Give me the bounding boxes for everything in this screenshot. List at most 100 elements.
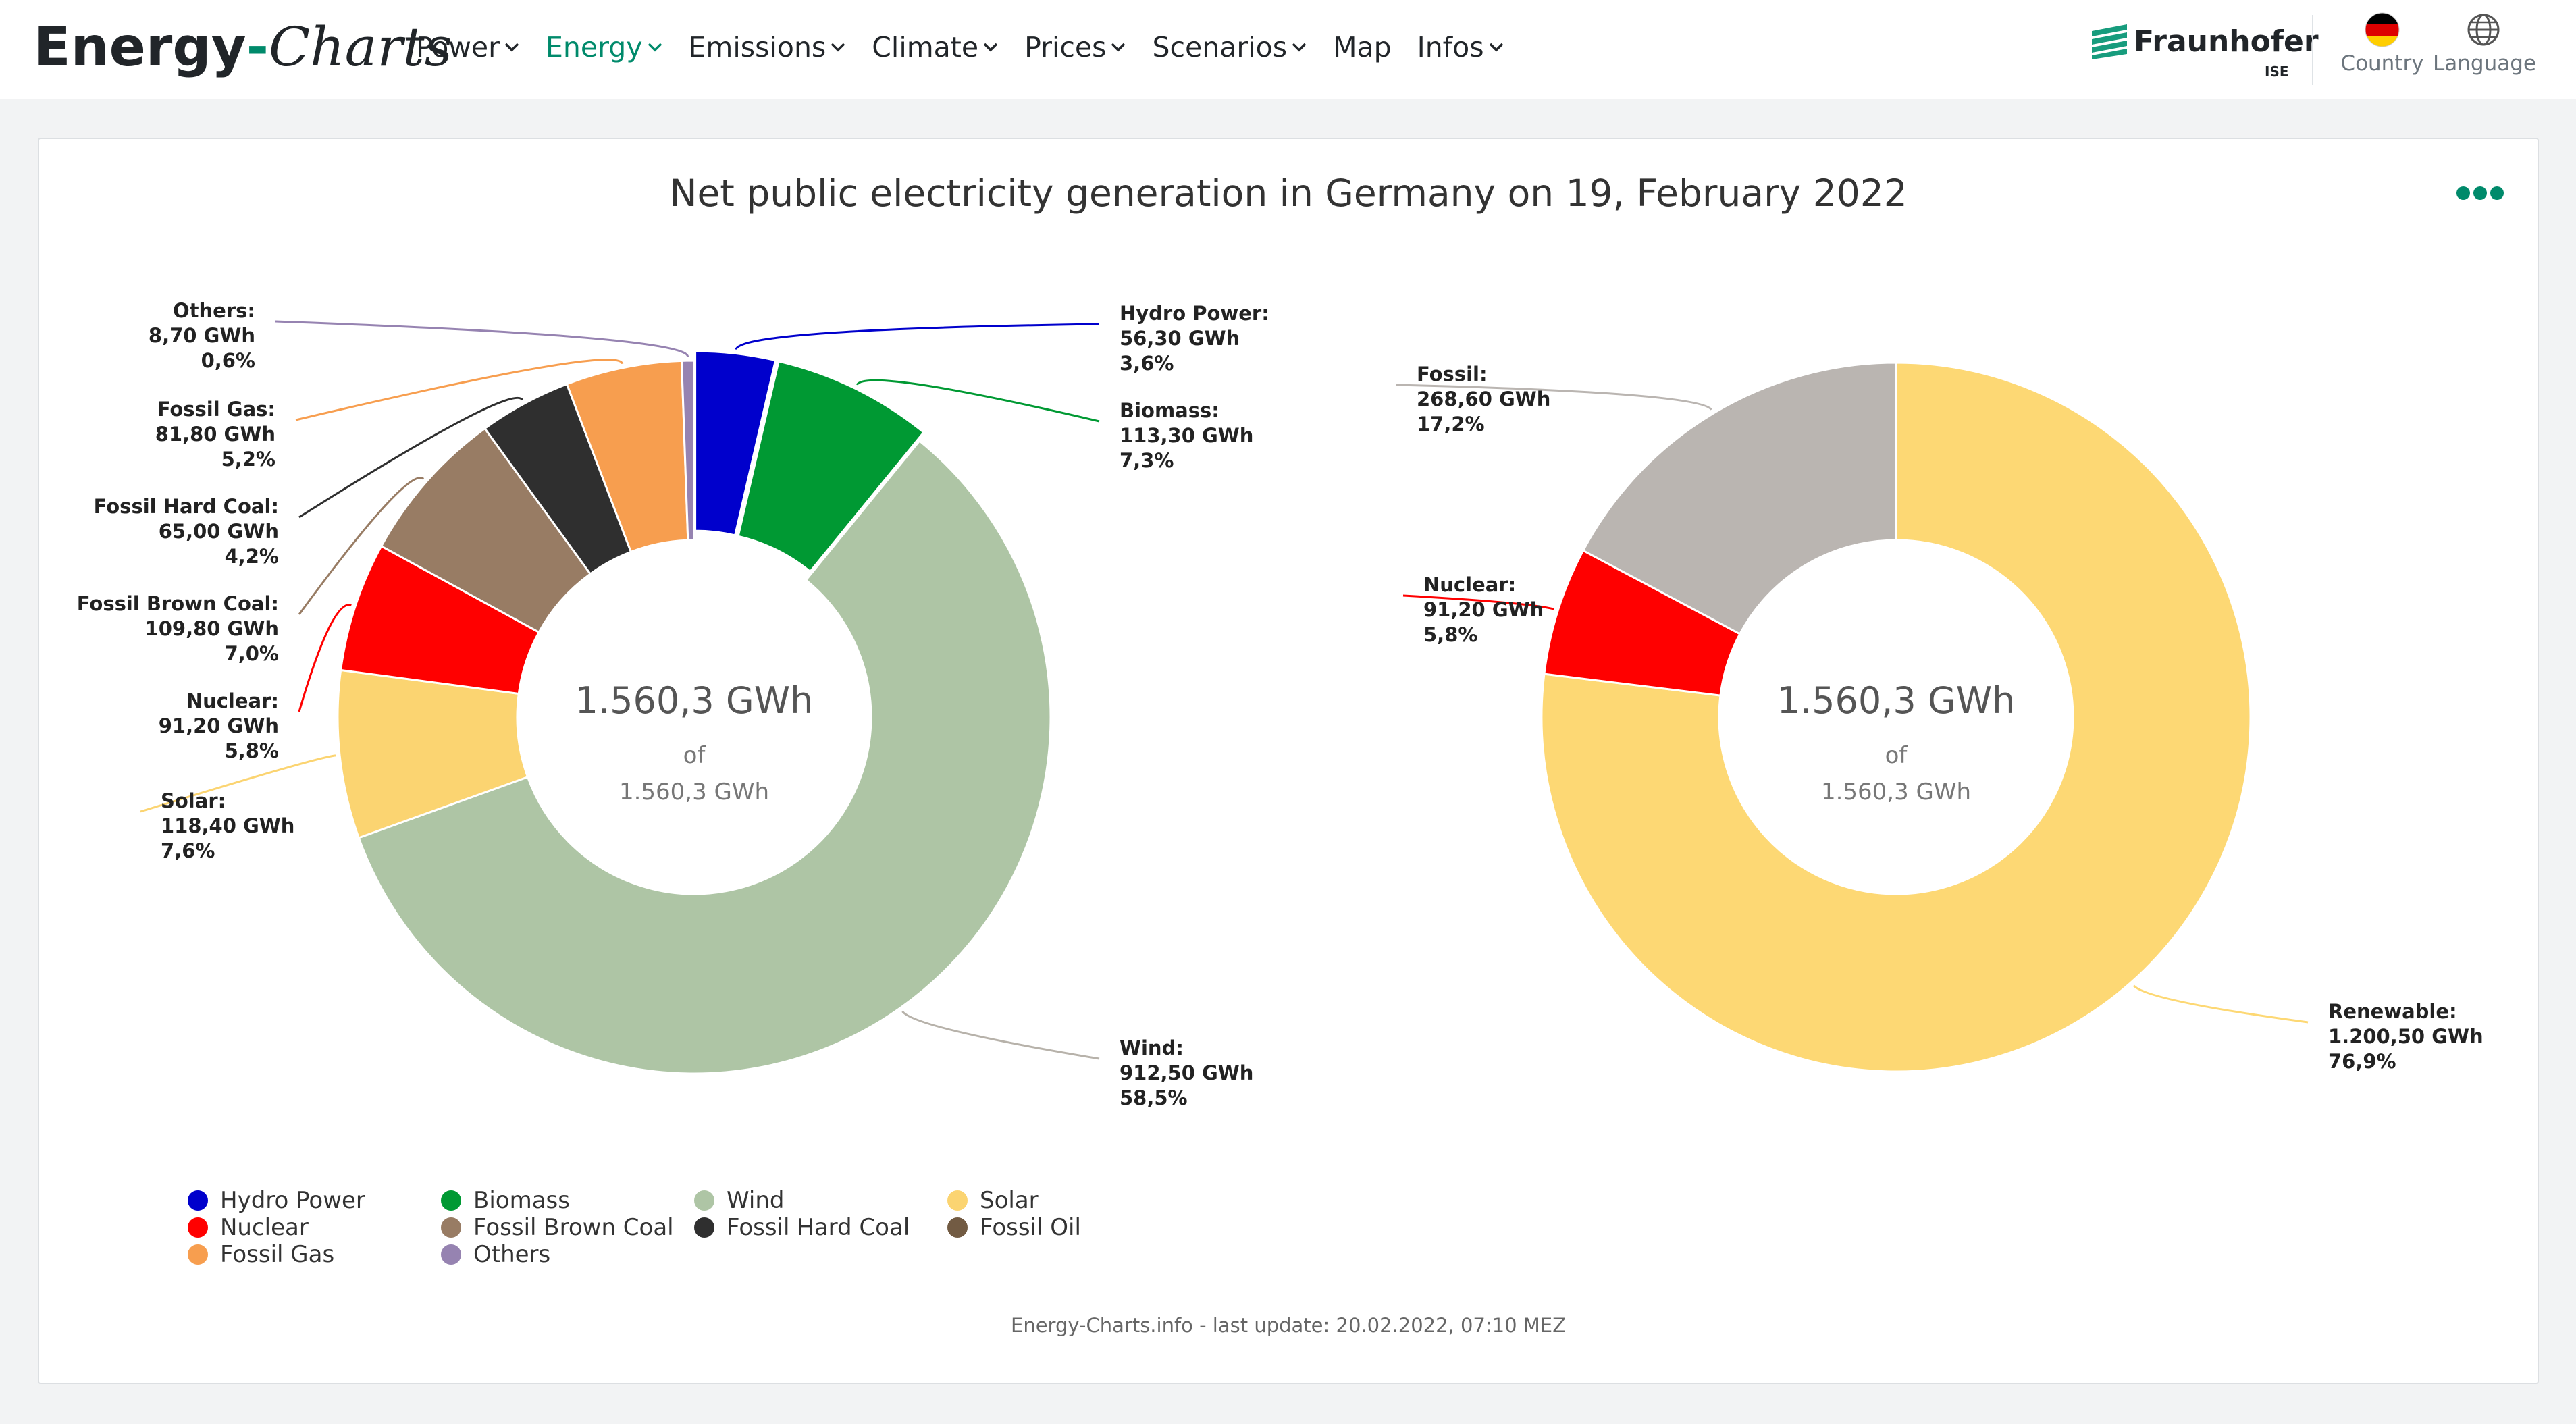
legend-item[interactable]: Others xyxy=(441,1241,550,1268)
legend-label: Hydro Power xyxy=(220,1187,365,1214)
partner-name: Fraunhofer xyxy=(2134,24,2319,59)
nav-item-emissions[interactable]: Emissions xyxy=(689,27,847,68)
donut-center-of: of xyxy=(1885,742,1908,769)
nav-item-prices[interactable]: Prices xyxy=(1024,27,1126,68)
brand-italic: Charts xyxy=(268,16,452,78)
legend-label: Fossil Gas xyxy=(220,1241,335,1268)
legend-item[interactable]: Fossil Brown Coal xyxy=(441,1214,674,1241)
slice-connector xyxy=(295,359,624,421)
slice-label: Renewable: 1.200,50 GWh 76,9% xyxy=(2328,1000,2483,1073)
more-dots-icon xyxy=(2456,186,2470,200)
donut-center-value: 1.560,3 GWh xyxy=(575,679,814,722)
slice-label: Fossil: 268,60 GWh 17,2% xyxy=(1417,363,1550,436)
slice-label-percent-label: 7,6% xyxy=(161,839,215,862)
legend-item[interactable]: Hydro Power xyxy=(188,1187,365,1214)
slice-label-value-label: 1.200,50 GWh xyxy=(2328,1025,2483,1048)
legend-item[interactable]: Fossil Gas xyxy=(188,1241,334,1268)
language-button[interactable]: Language xyxy=(2433,12,2536,86)
slice-label-value-label: 91,20 GWh xyxy=(159,714,279,737)
more-dots-icon xyxy=(2490,186,2504,200)
chevron-down-icon xyxy=(1292,43,1307,52)
slice-label: Nuclear: 91,20 GWh 5,8% xyxy=(1423,573,1544,646)
chevron-down-icon xyxy=(831,43,845,52)
legend-item[interactable]: Wind xyxy=(694,1187,784,1214)
slice-connector xyxy=(298,396,524,519)
slice-label-name: Biomass: xyxy=(1120,399,1219,422)
donut-center-total: 1.560,3 GWh xyxy=(619,779,769,806)
header-divider xyxy=(2312,15,2313,85)
slice-label: Nuclear: 91,20 GWh 5,8% xyxy=(159,689,279,762)
slice-connector xyxy=(298,477,425,615)
nav-item-scenarios[interactable]: Scenarios xyxy=(1152,27,1307,68)
slice-connector xyxy=(140,754,336,813)
legend-marker xyxy=(694,1190,714,1211)
chevron-down-icon xyxy=(504,43,519,52)
top-navbar: Energy-Charts Power Energy Emissions Climat… xyxy=(0,0,2576,99)
slice-label-value-label: 268,60 GWh xyxy=(1417,388,1550,411)
legend-marker xyxy=(947,1217,968,1238)
legend-item[interactable]: Fossil Hard Coal xyxy=(694,1214,910,1241)
legend-label: Nuclear xyxy=(220,1214,309,1241)
slice-connector xyxy=(735,323,1100,350)
legend-item[interactable]: Biomass xyxy=(441,1187,570,1214)
fraunhofer-logo[interactable]: Fraunhofer ISE xyxy=(2092,22,2319,82)
slice-label-name: Nuclear: xyxy=(1423,573,1516,596)
legend-marker xyxy=(947,1190,968,1211)
legend-marker xyxy=(441,1244,461,1265)
nav-item-label: Map xyxy=(1333,31,1392,63)
legend-item[interactable]: Nuclear xyxy=(188,1214,309,1241)
nav-item-map[interactable]: Map xyxy=(1333,27,1392,68)
nav-item-power[interactable]: Power xyxy=(416,27,520,68)
chevron-down-icon xyxy=(1489,43,1503,52)
country-button[interactable]: Country xyxy=(2332,12,2433,86)
chart-menu-button[interactable] xyxy=(2456,186,2511,207)
slice-connector xyxy=(2132,984,2309,1024)
chart-canvas: Hydro Power: 56,30 GWh 3,6% Biomass: 113,30 … xyxy=(77,299,2483,1109)
brand-logo[interactable]: Energy-Charts xyxy=(34,14,452,81)
nav-item-infos[interactable]: Infos xyxy=(1417,27,1504,68)
slice-label-name: Renewable: xyxy=(2328,1000,2457,1023)
slice-label-percent-label: 76,9% xyxy=(2328,1050,2396,1073)
slice-label-name: Fossil Brown Coal: xyxy=(77,592,279,615)
nav-item-label: Infos xyxy=(1417,31,1484,63)
nav-item-label: Prices xyxy=(1024,31,1107,63)
legend-label: Biomass xyxy=(473,1187,570,1214)
main-nav: Power Energy Emissions Climate Prices Scenari… xyxy=(416,27,1530,68)
germany-flag-icon xyxy=(2365,12,2400,47)
slice-label-name: Fossil Hard Coal: xyxy=(94,495,279,518)
legend-item[interactable]: Fossil Oil xyxy=(947,1214,1081,1241)
legend-label: Fossil Hard Coal xyxy=(727,1214,910,1241)
slice-connector xyxy=(1402,594,1555,610)
slice-label-value-label: 118,40 GWh xyxy=(161,814,294,837)
nav-item-climate[interactable]: Climate xyxy=(872,27,999,68)
slice-label-value-label: 91,20 GWh xyxy=(1423,598,1544,621)
slice-label-name: Wind: xyxy=(1120,1036,1184,1059)
slice-label: Biomass: 113,30 GWh 7,3% xyxy=(1120,399,1253,472)
chevron-down-icon xyxy=(1111,43,1126,52)
nav-item-label: Power xyxy=(416,31,500,63)
slice-label-name: Nuclear: xyxy=(186,689,279,712)
slice-label-name: Solar: xyxy=(161,789,226,812)
slice-label-percent-label: 4,2% xyxy=(225,545,279,568)
slice-label-percent-label: 7,3% xyxy=(1120,449,1174,472)
slice-label-percent-label: 5,2% xyxy=(221,448,275,471)
country-label: Country xyxy=(2340,51,2424,76)
slice-label-value-label: 81,80 GWh xyxy=(155,423,275,446)
slice-label-percent-label: 5,8% xyxy=(225,739,279,762)
legend-marker xyxy=(441,1190,461,1211)
slice-label-value-label: 912,50 GWh xyxy=(1120,1061,1253,1084)
slice-label-value-label: 65,00 GWh xyxy=(159,520,279,543)
slice-label-percent-label: 0,6% xyxy=(201,349,255,372)
legend-item[interactable]: Solar xyxy=(947,1187,1039,1214)
nav-item-label: Climate xyxy=(872,31,979,63)
pie-slice xyxy=(1581,361,1897,635)
nav-item-energy[interactable]: Energy xyxy=(546,27,663,68)
slice-connector xyxy=(901,1010,1100,1060)
slice-label-value-label: 8,70 GWh xyxy=(149,324,255,347)
slice-label-percent-label: 17,2% xyxy=(1417,413,1485,436)
slice-label-percent-label: 3,6% xyxy=(1120,352,1174,375)
slice-label: Fossil Gas: 81,80 GWh 5,2% xyxy=(155,398,275,471)
slice-label: Fossil Brown Coal: 109,80 GWh 7,0% xyxy=(77,592,279,665)
pie-slice xyxy=(680,359,695,542)
donut-center-of: of xyxy=(683,742,706,769)
